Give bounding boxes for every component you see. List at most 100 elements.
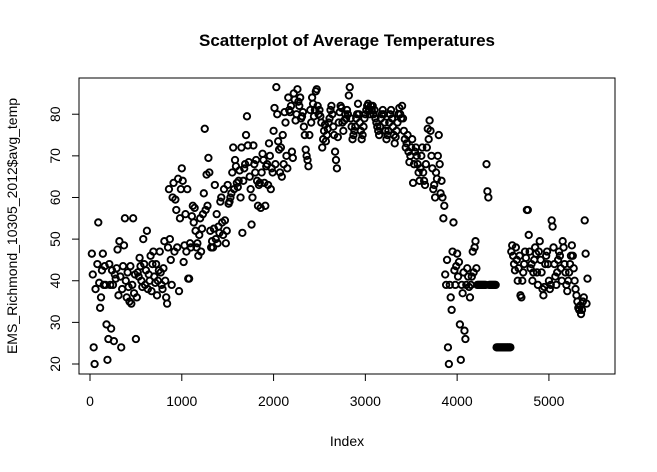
data-point xyxy=(455,320,465,329)
data-point xyxy=(370,105,379,115)
data-point xyxy=(312,85,321,94)
y-tick-label: 70 xyxy=(47,148,63,164)
data-point xyxy=(247,220,256,229)
data-point xyxy=(456,355,465,364)
data-point xyxy=(415,176,424,185)
data-point xyxy=(139,234,148,244)
data-point xyxy=(281,118,290,127)
data-point xyxy=(409,160,419,169)
data-point xyxy=(561,268,570,277)
data-point xyxy=(288,153,297,163)
data-point xyxy=(381,126,390,136)
data-point xyxy=(519,268,528,277)
data-point xyxy=(452,249,462,258)
data-point xyxy=(410,147,420,156)
data-point xyxy=(102,320,111,329)
data-point xyxy=(427,151,436,161)
data-point xyxy=(555,251,565,260)
data-point xyxy=(229,143,238,152)
data-point xyxy=(165,234,175,244)
data-point xyxy=(544,276,554,285)
data-point xyxy=(261,201,270,210)
data-point xyxy=(471,237,480,246)
data-point xyxy=(548,222,557,231)
data-point xyxy=(521,253,531,263)
data-point xyxy=(402,139,411,148)
x-axis: 0 1000 2000 3000 4000 5000 xyxy=(86,373,565,409)
data-point xyxy=(564,268,574,277)
data-point xyxy=(523,205,532,215)
y-tick-label: 50 xyxy=(47,231,63,247)
data-point xyxy=(293,85,302,94)
data-point xyxy=(554,247,564,256)
data-point xyxy=(246,185,255,194)
data-point xyxy=(295,101,304,111)
data-point xyxy=(155,247,164,256)
data-point xyxy=(341,114,351,123)
data-point xyxy=(255,178,264,188)
data-point xyxy=(329,122,338,131)
data-point xyxy=(412,151,421,161)
data-point xyxy=(397,101,407,111)
data-point xyxy=(251,168,260,177)
data-point xyxy=(542,247,552,256)
data-point xyxy=(128,214,138,223)
data-point xyxy=(250,160,259,169)
x-tick-label: 4000 xyxy=(442,393,473,409)
x-axis-label: Index xyxy=(330,433,364,449)
data-point xyxy=(199,189,208,198)
data-point xyxy=(257,168,266,177)
data-point xyxy=(179,257,188,267)
data-point xyxy=(580,216,589,225)
data-point xyxy=(221,239,231,248)
data-point xyxy=(238,228,247,238)
data-point xyxy=(98,249,108,258)
data-point xyxy=(517,293,526,302)
data-point xyxy=(442,255,452,265)
data-point xyxy=(161,276,170,285)
y-tick-label: 30 xyxy=(47,314,63,330)
data-point xyxy=(506,343,515,352)
data-point xyxy=(116,272,125,281)
data-point xyxy=(159,264,168,273)
data-point xyxy=(162,299,172,308)
data-point xyxy=(419,168,428,177)
data-point xyxy=(408,135,417,144)
data-point xyxy=(384,126,393,136)
data-point xyxy=(91,284,100,294)
data-point xyxy=(114,291,123,300)
data-point xyxy=(277,172,286,181)
data-point xyxy=(332,164,342,173)
data-point xyxy=(420,180,430,190)
data-point xyxy=(298,107,308,117)
data-point xyxy=(461,334,470,344)
data-point xyxy=(119,241,129,250)
data-point xyxy=(200,124,209,133)
data-point xyxy=(220,216,230,225)
data-point xyxy=(559,243,568,252)
data-point xyxy=(147,286,156,296)
data-point xyxy=(436,189,445,198)
data-point xyxy=(386,105,396,115)
data-point xyxy=(296,93,305,102)
data-point xyxy=(273,110,282,119)
data-point xyxy=(567,241,577,250)
data-point xyxy=(576,309,586,319)
data-point xyxy=(421,160,431,169)
data-point xyxy=(245,172,254,181)
data-point xyxy=(419,176,429,185)
data-point xyxy=(444,359,454,369)
data-point xyxy=(175,214,185,223)
data-point xyxy=(463,264,472,273)
data-point xyxy=(426,126,435,136)
data-point xyxy=(173,243,182,252)
data-point xyxy=(262,160,272,169)
data-point xyxy=(359,122,368,131)
data-point xyxy=(341,110,350,119)
x-tick-label: 3000 xyxy=(350,393,381,409)
data-point xyxy=(582,299,591,308)
data-point xyxy=(304,162,313,171)
data-point xyxy=(553,255,563,265)
data-point xyxy=(117,343,126,352)
data-point xyxy=(398,114,408,123)
